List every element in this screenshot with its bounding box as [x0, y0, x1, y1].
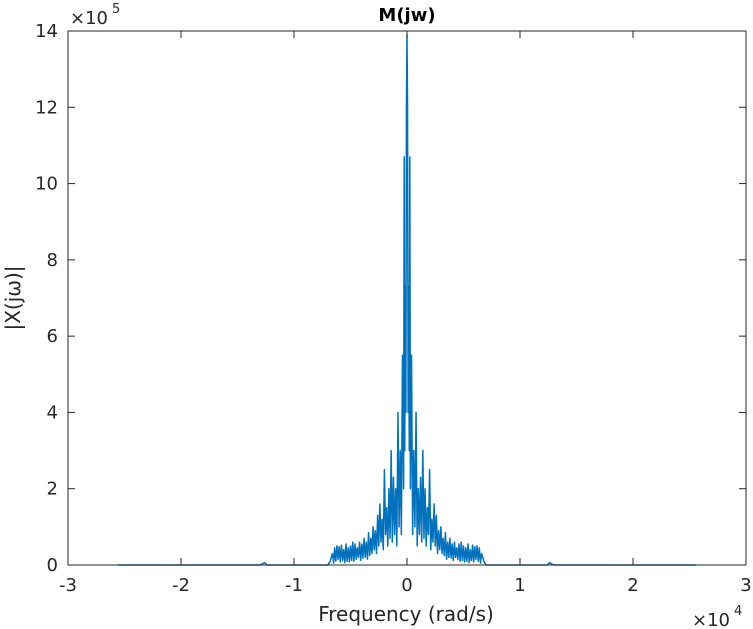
- y-tick-label: 4: [47, 402, 58, 423]
- x-multiplier-base: ×10: [692, 610, 730, 629]
- x-tick-label: -3: [59, 575, 77, 596]
- x-axis-multiplier: ×10 4: [692, 604, 742, 629]
- y-tick-label: 14: [35, 21, 58, 42]
- x-tick-label: -1: [285, 575, 303, 596]
- x-tick-label: 1: [514, 575, 525, 596]
- y-tick-label: 8: [47, 250, 58, 271]
- y-axis-label: |X(jω)|: [1, 265, 25, 330]
- chart-title: M(jw): [378, 5, 435, 26]
- y-tick-label: 12: [35, 97, 58, 118]
- x-tick-label: 3: [740, 575, 751, 596]
- y-multiplier-exponent: 5: [112, 2, 120, 17]
- x-tick-label: 2: [627, 575, 638, 596]
- y-tick-label: 6: [47, 326, 58, 347]
- y-axis-multiplier: ×10 5: [70, 2, 120, 29]
- x-tick-label: 0: [401, 575, 412, 596]
- y-tick-label: 10: [35, 174, 58, 195]
- x-axis-label: Frequency (rad/s): [318, 602, 494, 626]
- y-tick-label: 0: [47, 555, 58, 576]
- y-tick-label: 2: [47, 479, 58, 500]
- y-multiplier-base: ×10: [70, 8, 108, 29]
- x-multiplier-exponent: 4: [734, 604, 742, 619]
- x-tick-label: -2: [172, 575, 190, 596]
